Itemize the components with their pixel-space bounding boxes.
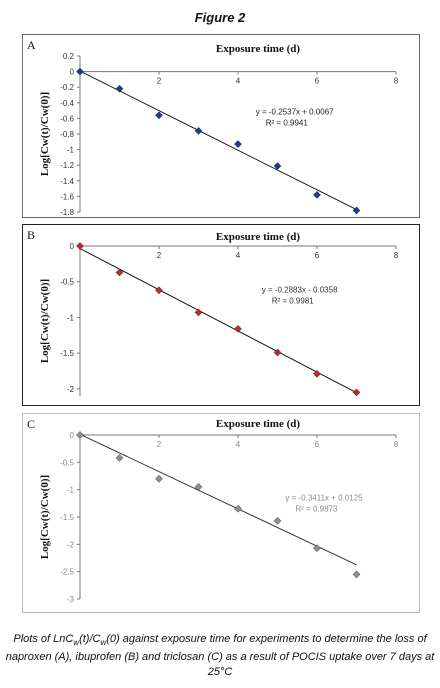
chart-c-ytick-label: -0.5 bbox=[60, 458, 74, 467]
chart-b-xlabel: Exposure time (d) bbox=[216, 231, 300, 243]
chart-a-ylabel: Log[Cw(t)/Cw(0)] bbox=[39, 92, 51, 176]
chart-a-svg: A 0.2 0 -0.2 -0.4 -0.6 -0.8 -1 -1.2 -1.4 -1.6 -1.8 2… bbox=[22, 34, 420, 218]
chart-a-xtick-label: 2 bbox=[157, 77, 162, 86]
chart-c-ytick-label: -2 bbox=[67, 540, 75, 549]
chart-a-ytick-label: -1.2 bbox=[60, 161, 74, 170]
chart-a-data-point bbox=[76, 67, 84, 76]
chart-b-xtick-label: 6 bbox=[315, 251, 320, 260]
chart-c-xtick-label: 8 bbox=[394, 440, 399, 449]
chart-panel-c: C 0 -0.5 -1 -1.5 -2 -2.5 -3 2 4 6 8 Exposure time (d… bbox=[22, 413, 420, 613]
chart-a-ytick-label: 0.2 bbox=[63, 52, 75, 61]
chart-b-r2: R² = 0.9981 bbox=[272, 296, 315, 305]
chart-c-equation: y = -0.3411x + 0.0125 bbox=[285, 494, 363, 503]
chart-a-ytick-label: -1.8 bbox=[60, 208, 74, 217]
chart-a-panel-label: A bbox=[27, 38, 36, 52]
chart-b-trendline bbox=[79, 248, 357, 394]
chart-c-frame bbox=[22, 413, 420, 613]
chart-c-ytick-label: 0 bbox=[70, 431, 75, 440]
chart-a-data-point bbox=[234, 140, 242, 149]
chart-b-xtick-label: 8 bbox=[394, 251, 399, 260]
chart-a-xlabel: Exposure time (d) bbox=[216, 43, 300, 55]
chart-b-data-point bbox=[313, 369, 321, 378]
chart-b-xtick-label: 2 bbox=[157, 251, 162, 260]
chart-c-ylabel: Log[Cw(t)/Cw(0)] bbox=[39, 475, 51, 559]
chart-a-ytick-label: -0.4 bbox=[60, 99, 74, 108]
chart-c-data-point bbox=[155, 474, 163, 483]
caption-part-2: (t)/C bbox=[79, 633, 101, 645]
chart-a-data-point bbox=[194, 126, 203, 135]
chart-panel-b: B 0 -0.5 -1 -1.5 -2 2 4 6 8 Exposure time (d) Log[C… bbox=[22, 224, 420, 406]
chart-c-ytick-label: -1 bbox=[67, 486, 75, 495]
caption-part-1: Plots of LnC bbox=[13, 633, 74, 645]
chart-b-ytick-label: -2 bbox=[67, 385, 75, 394]
chart-panel-a: A 0.2 0 -0.2 -0.4 -0.6 -0.8 -1 -1.2 -1.4 -1.6 -1.8 2… bbox=[22, 34, 420, 218]
chart-b-data-point bbox=[234, 324, 242, 333]
chart-b-xtick-label: 4 bbox=[236, 251, 241, 260]
chart-c-xtick-label: 6 bbox=[315, 440, 320, 449]
chart-b-ytick-label: -1 bbox=[67, 313, 75, 322]
chart-c-xtick-label: 4 bbox=[236, 440, 241, 449]
chart-a-xtick-label: 4 bbox=[236, 77, 241, 86]
chart-a-ytick-label: -1.6 bbox=[60, 192, 74, 201]
chart-a-data-point bbox=[115, 84, 124, 93]
chart-a-ytick-label: -0.2 bbox=[60, 83, 74, 92]
chart-c-ytick-label: -1.5 bbox=[60, 513, 74, 522]
chart-c-data-point bbox=[76, 431, 84, 439]
chart-b-data-point bbox=[273, 348, 282, 357]
caption-part-3: (0) against exposure time for experiment… bbox=[5, 633, 435, 679]
chart-b-data-point bbox=[155, 286, 163, 295]
chart-a-trendline bbox=[79, 70, 357, 211]
chart-b-ytick-label: -0.5 bbox=[60, 278, 74, 287]
chart-c-data-point bbox=[115, 454, 124, 462]
chart-b-data-point bbox=[115, 268, 124, 277]
chart-b-svg: B 0 -0.5 -1 -1.5 -2 2 4 6 8 Exposure time (d) Log[C… bbox=[22, 224, 420, 406]
chart-c-svg: C 0 -0.5 -1 -1.5 -2 -2.5 -3 2 4 6 8 Exposure time (d… bbox=[22, 413, 420, 613]
chart-b-data-point bbox=[194, 308, 203, 317]
chart-c-data-point bbox=[313, 544, 321, 553]
chart-a-ytick-label: -1.4 bbox=[60, 177, 74, 186]
chart-b-data-point bbox=[76, 242, 84, 250]
chart-a-xtick-label: 8 bbox=[394, 77, 399, 86]
chart-b-frame bbox=[22, 224, 420, 406]
chart-a-equation: y = -0.2537x + 0.0067 bbox=[256, 108, 334, 117]
chart-c-data-point bbox=[273, 516, 282, 525]
figure-title: Figure 2 bbox=[194, 10, 246, 25]
chart-c-data-point bbox=[234, 504, 242, 513]
caption-sub-1: w bbox=[73, 638, 80, 648]
chart-a-ytick-label: -0.8 bbox=[60, 130, 74, 139]
chart-a-ytick-label: -1 bbox=[67, 146, 75, 155]
chart-a-frame bbox=[22, 34, 420, 218]
figure-caption: Plots of LnCw(t)/Cw(0) against exposure … bbox=[0, 632, 440, 680]
chart-c-data-point bbox=[352, 570, 361, 579]
chart-b-panel-label: B bbox=[27, 228, 35, 242]
chart-a-data-point bbox=[313, 190, 321, 199]
chart-a-data-point bbox=[155, 111, 163, 120]
chart-c-panel-label: C bbox=[27, 417, 35, 431]
chart-a-r2: R² = 0.9941 bbox=[266, 119, 309, 128]
chart-c-r2: R² = 0.9873 bbox=[295, 505, 338, 514]
chart-a-ytick-label: -0.6 bbox=[60, 114, 74, 123]
chart-a-data-point bbox=[352, 206, 361, 215]
chart-c-ytick-label: -2.5 bbox=[60, 568, 74, 577]
chart-c-ytick-label: -3 bbox=[67, 595, 75, 604]
chart-c-trendline bbox=[79, 433, 357, 566]
caption-sub-2: w bbox=[100, 638, 107, 648]
chart-c-xtick-label: 2 bbox=[157, 440, 162, 449]
chart-a-ytick-label: 0 bbox=[70, 68, 75, 77]
chart-a-data-point bbox=[273, 162, 282, 170]
chart-a-xtick-label: 6 bbox=[315, 77, 320, 86]
chart-b-ylabel: Log[Cw(t)/Cw(0)] bbox=[39, 279, 51, 363]
chart-b-data-point bbox=[352, 388, 361, 397]
chart-b-ytick-label: -1.5 bbox=[60, 349, 74, 358]
chart-c-xlabel: Exposure time (d) bbox=[216, 418, 300, 430]
chart-b-ytick-label: 0 bbox=[70, 242, 75, 251]
chart-b-equation: y = -0.2883x - 0.0358 bbox=[262, 285, 338, 294]
chart-c-data-point bbox=[194, 483, 203, 491]
